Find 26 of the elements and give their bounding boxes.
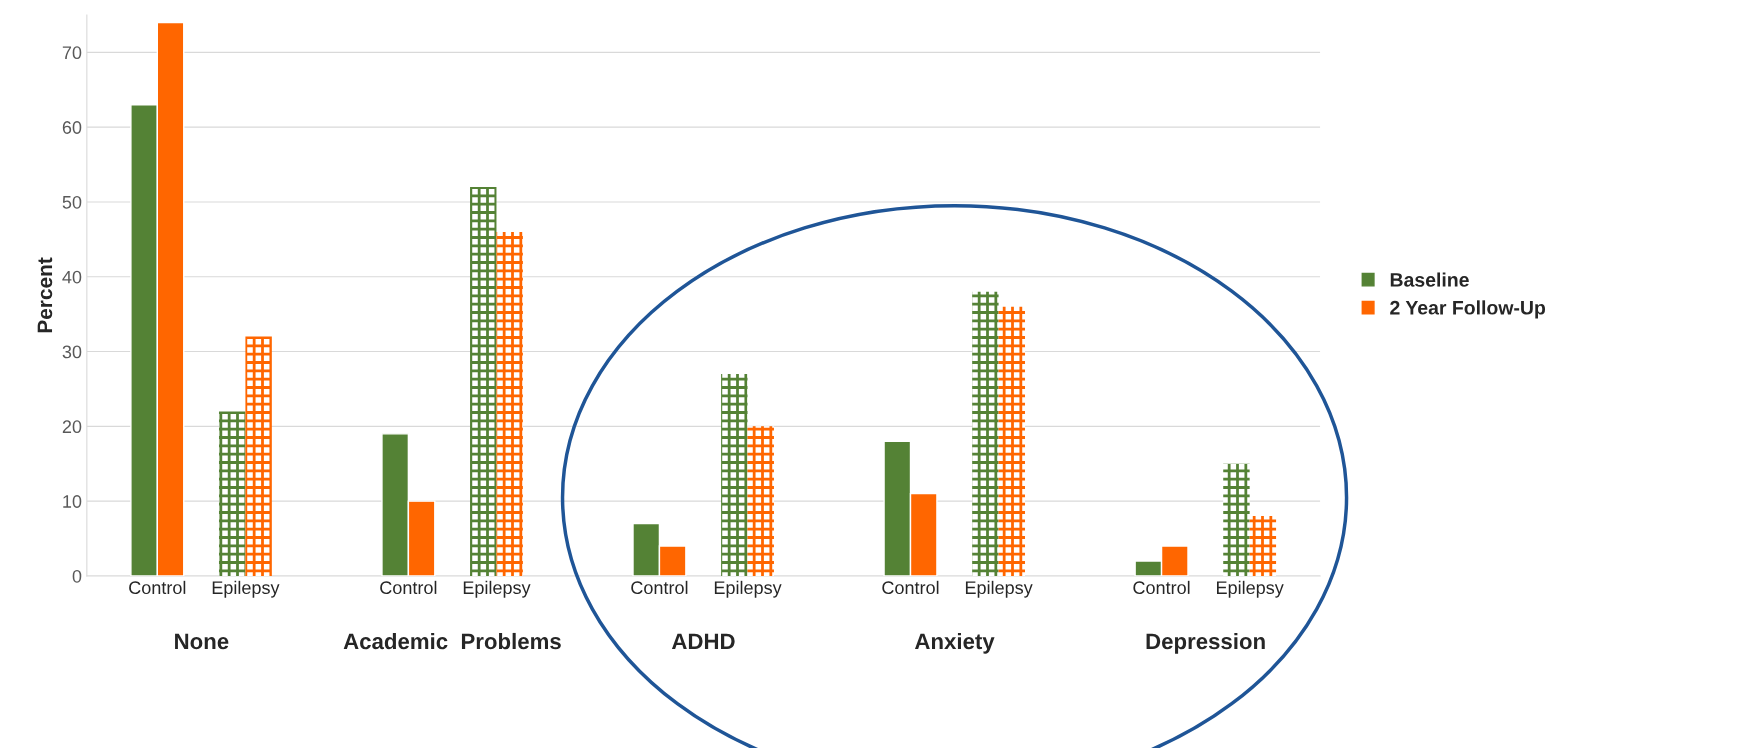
y-tick-label: 30 (62, 345, 82, 359)
x-tick-label: Epilepsy (212, 580, 280, 598)
x-tick-label: Epilepsy (965, 580, 1033, 598)
x-tick-label: Epilepsy (1217, 580, 1284, 598)
legend-label: Baseline (1390, 272, 1469, 287)
y-tick-label: 50 (62, 195, 82, 209)
text: None (175, 633, 229, 650)
x-tick-label: Control (1133, 580, 1190, 595)
y-tick-label: 70 (62, 46, 82, 60)
legend-label: 2 Year Follow-Up (1390, 300, 1546, 319)
text: Academic Problems (343, 632, 561, 650)
text: ADHD (671, 633, 735, 650)
y-tick-label: 20 (62, 420, 82, 434)
text: Anxiety (914, 632, 995, 654)
y-tick-label: 60 (62, 121, 82, 134)
x-tick-label: Control (882, 580, 939, 595)
x-tick-label: Epilepsy (463, 580, 531, 598)
y-tick-label: 10 (63, 495, 82, 508)
x-tick-label: Control (380, 580, 437, 595)
y-tick-label: 40 (62, 270, 82, 284)
text: Depression (1146, 632, 1265, 654)
x-tick-label: Control (631, 580, 688, 595)
y-axis-title: Percent (37, 257, 53, 333)
x-tick-label: Control (129, 580, 186, 595)
y-tick-label: 0 (72, 569, 82, 583)
x-tick-label: Epilepsy (714, 580, 782, 598)
